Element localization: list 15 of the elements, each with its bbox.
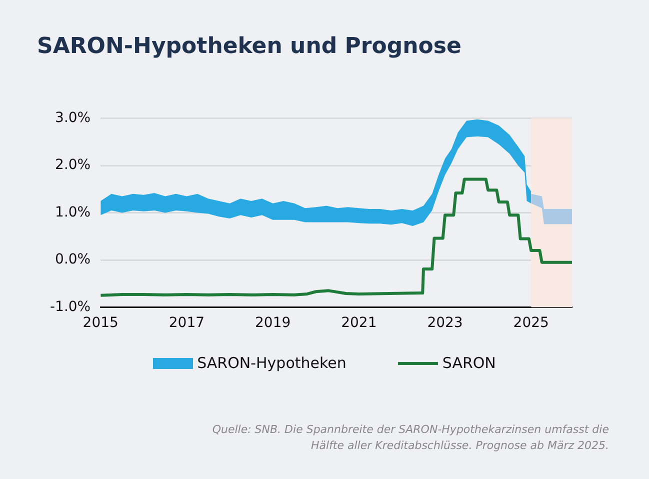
y-tick-label: 0.0%	[55, 252, 91, 268]
y-tick-label: 1.0%	[55, 204, 91, 220]
y-tick-label: 3.0%	[55, 110, 91, 126]
x-tick-label: 2025	[513, 315, 549, 332]
y-tick-label: 2.0%	[55, 157, 91, 174]
x-tick-label: 2019	[254, 315, 291, 332]
chart-title: SARON-Hypotheken und Prognose	[37, 34, 462, 59]
y-tick-label: -1.0%	[50, 298, 91, 315]
x-tick-label: 2023	[427, 315, 463, 332]
legend-label: SARON-Hypotheken	[197, 354, 346, 372]
x-tick-label: 2015	[82, 315, 118, 332]
legend-label: SARON	[442, 354, 496, 372]
x-tick-label: 2017	[168, 315, 205, 332]
x-tick-label: 2021	[341, 315, 377, 332]
source-note: Quelle: SNB. Die Spannbreite der SARON-Hypothekarzinsen umfasst die Hälfte aller Kreditabschlüsse. Prognose ab März 2025.	[211, 422, 609, 454]
